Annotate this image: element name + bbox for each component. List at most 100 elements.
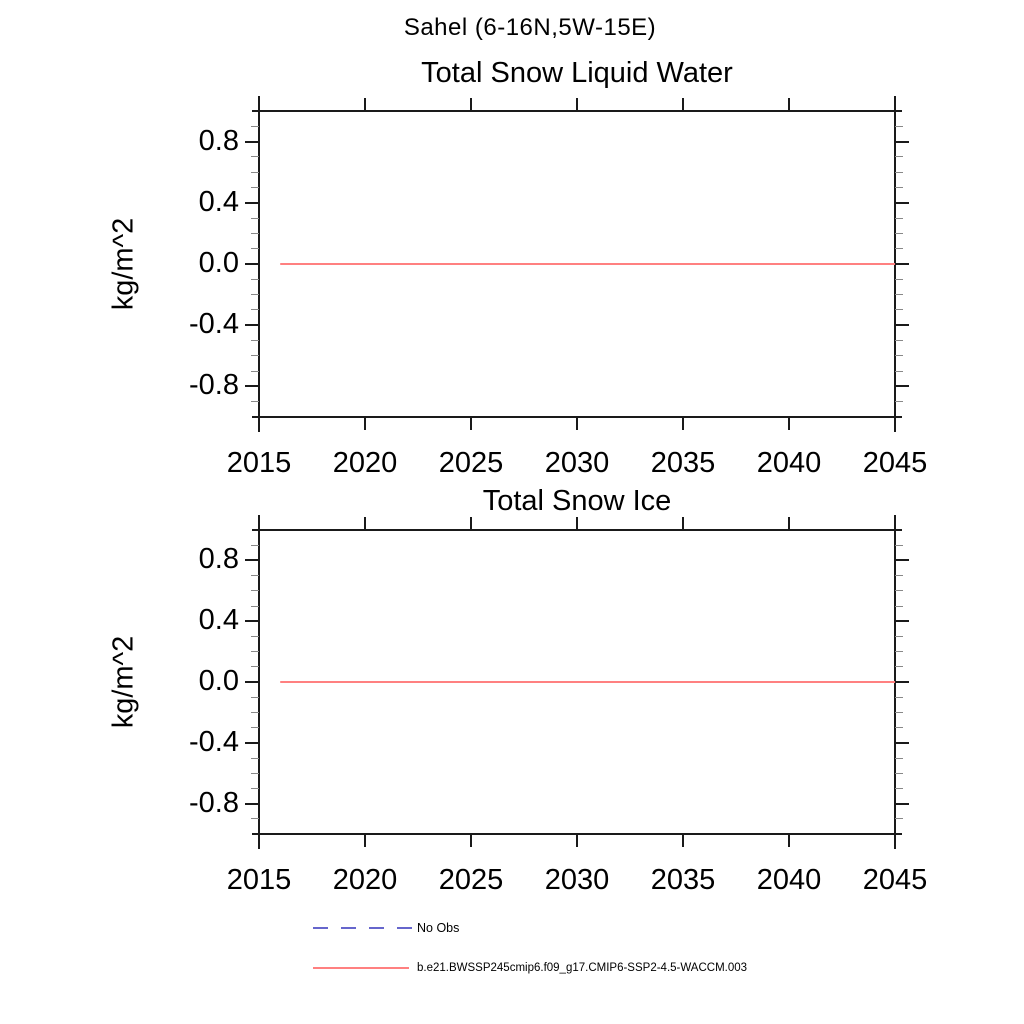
y-tick-left xyxy=(251,187,259,188)
x-tick-top xyxy=(364,98,366,111)
y-tick-left xyxy=(251,156,259,158)
x-tick-bottom xyxy=(788,417,790,430)
axis-top xyxy=(252,529,902,531)
y-tick-left xyxy=(251,248,259,250)
x-tick-top xyxy=(682,517,684,530)
x-tick-bottom xyxy=(470,417,472,430)
y-tick-right xyxy=(895,787,903,789)
x-tick-bottom xyxy=(364,417,366,430)
y-tick-label: -0.4 xyxy=(189,308,239,341)
y-tick-right xyxy=(895,681,909,683)
legend-item: b.e21.BWSSP245cmip6.f09_g17.CMIP6-SSP2-4… xyxy=(0,960,1024,976)
x-tick-bottom xyxy=(894,834,896,847)
y-tick-right xyxy=(895,802,909,805)
y-tick-right xyxy=(895,401,903,403)
x-tick-label: 2015 xyxy=(226,864,292,896)
x-tick-top xyxy=(470,98,472,111)
y-tick-label: 0.0 xyxy=(198,664,239,697)
y-tick-right xyxy=(895,575,903,577)
x-tick-bottom xyxy=(788,834,790,847)
y-tick-left xyxy=(251,666,259,668)
x-tick-label: 2015 xyxy=(226,447,292,479)
y-tick-label: 0.0 xyxy=(198,246,239,279)
y-tick-right xyxy=(895,559,909,562)
y-tick-label: 0.8 xyxy=(198,543,239,576)
x-tick-top xyxy=(576,98,578,111)
y-tick-left xyxy=(251,651,259,653)
y-tick-right xyxy=(895,590,903,592)
legend-dashed-line xyxy=(313,927,415,929)
y-tick-right xyxy=(895,620,909,623)
y-tick-right xyxy=(895,201,909,204)
y-tick-right xyxy=(895,187,903,188)
y-tick-left xyxy=(245,620,259,623)
y-tick-left xyxy=(251,171,259,173)
y-tick-right xyxy=(895,217,903,219)
y-tick-left xyxy=(245,263,259,265)
y-tick-right xyxy=(895,171,903,173)
y-tick-left xyxy=(251,787,259,789)
y-tick-right xyxy=(895,294,903,296)
y-tick-left xyxy=(251,575,259,577)
x-tick-top xyxy=(258,517,260,530)
x-tick-label: 2020 xyxy=(332,447,398,479)
y-tick-right xyxy=(895,635,903,637)
series-layer xyxy=(280,681,895,683)
x-tick-bottom xyxy=(576,834,578,847)
y-tick-right xyxy=(895,666,903,668)
y-tick-right xyxy=(895,385,909,388)
x-tick-bottom xyxy=(894,417,896,430)
y-tick-right xyxy=(895,309,903,311)
x-tick-bottom xyxy=(576,417,578,430)
y-tick-right xyxy=(895,340,903,341)
y-tick-label: -0.8 xyxy=(189,786,239,819)
y-tick-left xyxy=(251,370,259,372)
x-tick-bottom xyxy=(682,417,684,430)
plot-area-total-snow-liquid-water: -0.8 -0.4 0.0 0.4 0.8 2015 2020 2025 2030 2035 204… xyxy=(189,96,927,479)
y-tick-right xyxy=(895,727,903,729)
y-tick-left xyxy=(245,324,259,327)
y-tick-left xyxy=(251,635,259,637)
y-tick-right xyxy=(895,140,909,143)
y-tick-left xyxy=(251,340,259,341)
y-tick-right xyxy=(895,757,903,759)
y-tick-left xyxy=(251,711,259,713)
x-tick-label: 2045 xyxy=(862,447,928,479)
x-tick-label: 2040 xyxy=(756,864,822,896)
y-tick-label: 0.4 xyxy=(198,185,239,218)
panel-title-total-snow-liquid-water: Total Snow Liquid Water xyxy=(421,57,733,89)
y-tick-right xyxy=(895,156,903,158)
x-tick-bottom xyxy=(364,834,366,847)
y-tick-right xyxy=(895,651,903,653)
axis-top xyxy=(252,110,902,112)
x-tick-label: 2030 xyxy=(544,447,610,479)
y-tick-left xyxy=(245,385,259,388)
y-tick-right xyxy=(895,278,903,280)
y-tick-right xyxy=(895,711,903,713)
y-tick-left xyxy=(251,294,259,296)
axis-left xyxy=(258,96,260,432)
x-tick-bottom xyxy=(258,417,260,430)
y-tick-left xyxy=(251,217,259,219)
x-tick-label: 2045 xyxy=(862,864,928,896)
legend-label: b.e21.BWSSP245cmip6.f09_g17.CMIP6-SSP2-4… xyxy=(417,962,748,974)
series-layer xyxy=(280,263,895,265)
y-tick-right xyxy=(895,772,903,774)
axis-left xyxy=(258,515,260,849)
figure-suptitle: Sahel (6-16N,5W-15E) xyxy=(403,14,657,41)
x-tick-bottom xyxy=(470,834,472,847)
y-tick-right xyxy=(895,263,909,265)
y-tick-left xyxy=(251,590,259,592)
y-tick-left xyxy=(251,355,259,357)
x-tick-top xyxy=(258,98,260,111)
y-tick-label: 0.4 xyxy=(198,604,239,637)
y-tick-left xyxy=(251,401,259,403)
y-tick-right xyxy=(895,324,909,327)
x-tick-top xyxy=(894,517,896,530)
x-tick-top xyxy=(788,98,790,111)
y-tick-left xyxy=(251,696,259,698)
y-tick-right xyxy=(895,355,903,357)
y-tick-left xyxy=(251,309,259,311)
y-tick-right xyxy=(895,125,903,127)
